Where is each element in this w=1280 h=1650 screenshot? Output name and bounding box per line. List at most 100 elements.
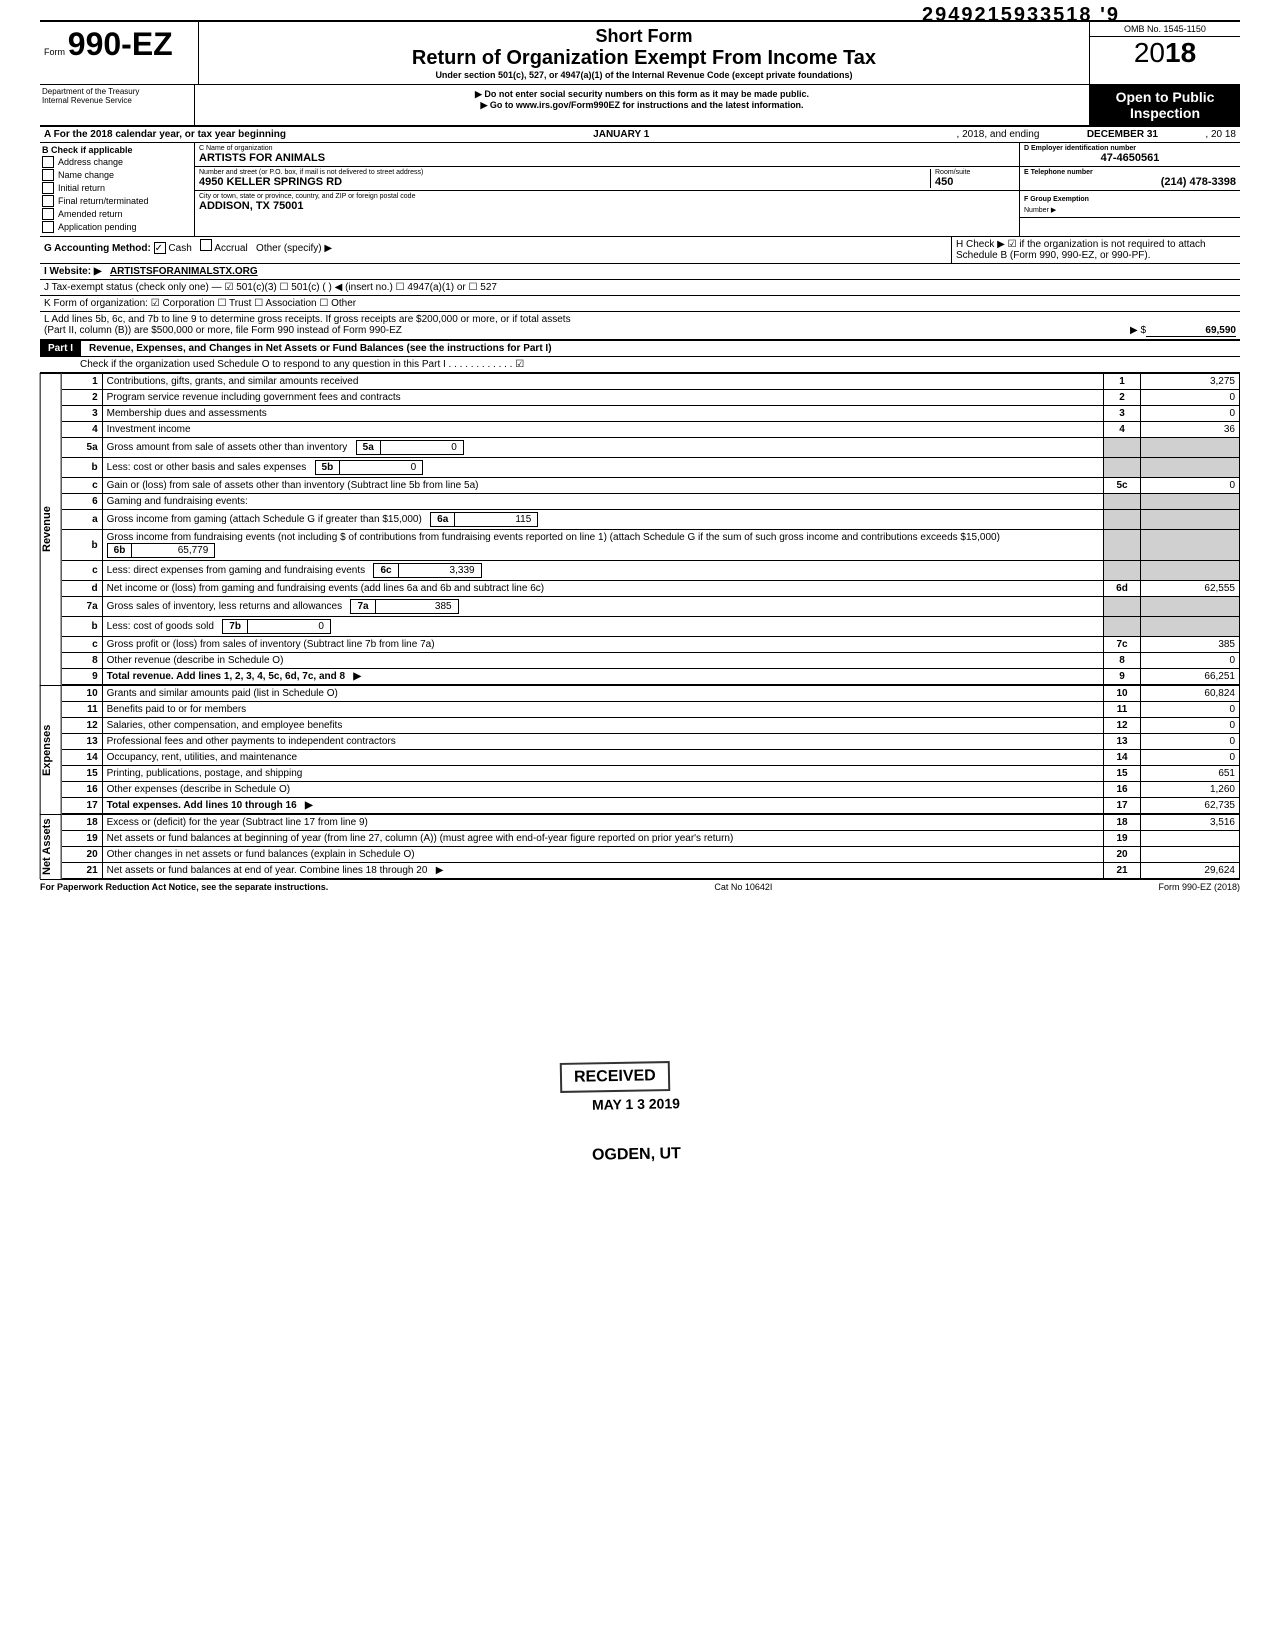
chk-address-change[interactable]: Address change xyxy=(42,156,192,168)
table-row: 13Professional fees and other payments t… xyxy=(62,734,1240,750)
chk-initial-return[interactable]: Initial return xyxy=(42,182,192,194)
line-value: 0 xyxy=(1141,653,1240,669)
line-value: 0 xyxy=(1141,406,1240,422)
netassets-table: 18Excess or (deficit) for the year (Subt… xyxy=(62,814,1240,879)
revenue-table: 1Contributions, gifts, grants, and simil… xyxy=(62,373,1240,685)
table-row: 8Other revenue (describe in Schedule O)8… xyxy=(62,653,1240,669)
line-value xyxy=(1141,847,1240,863)
part1-label: Part I xyxy=(40,341,81,356)
line-number: 13 xyxy=(62,734,103,750)
table-row: bGross income from fundraising events (n… xyxy=(62,530,1240,561)
line-description: Gross sales of inventory, less returns a… xyxy=(102,597,1103,617)
table-row: 18Excess or (deficit) for the year (Subt… xyxy=(62,815,1240,831)
line-description: Net assets or fund balances at beginning… xyxy=(102,831,1103,847)
line-value: 60,824 xyxy=(1141,686,1240,702)
col-c-org-info: C Name of organization ARTISTS FOR ANIMA… xyxy=(195,143,1020,236)
line-number: b xyxy=(62,530,103,561)
line-i: I Website: ▶ ARTISTSFORANIMALSTX.ORG xyxy=(40,264,1240,280)
line-description: Total expenses. Add lines 10 through 16 … xyxy=(102,798,1103,814)
line-value: 62,735 xyxy=(1141,798,1240,814)
line-number: 17 xyxy=(62,798,103,814)
line-value xyxy=(1141,510,1240,530)
table-row: 3Membership dues and assessments30 xyxy=(62,406,1240,422)
line-number: 5a xyxy=(62,438,103,458)
line-box: 6d xyxy=(1104,581,1141,597)
table-row: cGain or (loss) from sale of assets othe… xyxy=(62,478,1240,494)
line-number: c xyxy=(62,637,103,653)
line-number: 8 xyxy=(62,653,103,669)
line-number: b xyxy=(62,617,103,637)
section-bcde: B Check if applicable Address change Nam… xyxy=(40,143,1240,237)
line-box: 15 xyxy=(1104,766,1141,782)
line-value xyxy=(1141,561,1240,581)
line-description: Professional fees and other payments to … xyxy=(102,734,1103,750)
table-row: 19Net assets or fund balances at beginni… xyxy=(62,831,1240,847)
line-description: Grants and similar amounts paid (list in… xyxy=(102,686,1103,702)
group-exemption-field: F Group Exemption Number ▶ xyxy=(1020,191,1240,218)
chk-accrual[interactable] xyxy=(200,239,212,251)
line-value xyxy=(1141,458,1240,478)
line-box: 5c xyxy=(1104,478,1141,494)
form-prefix: Form xyxy=(44,47,65,57)
line-box xyxy=(1104,597,1141,617)
line-box: 14 xyxy=(1104,750,1141,766)
line-number: 12 xyxy=(62,718,103,734)
open-public-box: Open to Public Inspection xyxy=(1089,85,1240,125)
line-box: 16 xyxy=(1104,782,1141,798)
table-row: 17Total expenses. Add lines 10 through 1… xyxy=(62,798,1240,814)
table-row: 15Printing, publications, postage, and s… xyxy=(62,766,1240,782)
line-description: Total revenue. Add lines 1, 2, 3, 4, 5c,… xyxy=(102,669,1103,685)
line-description: Other revenue (describe in Schedule O) xyxy=(102,653,1103,669)
line-value xyxy=(1141,831,1240,847)
table-row: dNet income or (loss) from gaming and fu… xyxy=(62,581,1240,597)
chk-name-change[interactable]: Name change xyxy=(42,169,192,181)
line-value: 385 xyxy=(1141,637,1240,653)
line-description: Gross income from gaming (attach Schedul… xyxy=(102,510,1103,530)
table-row: cGross profit or (loss) from sales of in… xyxy=(62,637,1240,653)
revenue-section: Revenue 1Contributions, gifts, grants, a… xyxy=(40,373,1240,685)
line-value xyxy=(1141,530,1240,561)
table-row: 2Program service revenue including gover… xyxy=(62,390,1240,406)
line-description: Less: cost of goods sold 7b0 xyxy=(102,617,1103,637)
line-value: 29,624 xyxy=(1141,863,1240,879)
line-description: Less: direct expenses from gaming and fu… xyxy=(102,561,1103,581)
line-description: Membership dues and assessments xyxy=(102,406,1103,422)
line-number: 11 xyxy=(62,702,103,718)
chk-pending[interactable]: Application pending xyxy=(42,221,192,233)
open-public: Open to Public Inspection xyxy=(1090,85,1240,125)
page-footer: For Paperwork Reduction Act Notice, see … xyxy=(40,879,1240,892)
line-value: 0 xyxy=(1141,750,1240,766)
line-description: Printing, publications, postage, and shi… xyxy=(102,766,1103,782)
header-row: Form 990-EZ Short Form Return of Organiz… xyxy=(40,22,1240,85)
netassets-label: Net Assets xyxy=(40,814,62,879)
expenses-table: 10Grants and similar amounts paid (list … xyxy=(62,685,1240,814)
line-number: 7a xyxy=(62,597,103,617)
table-row: 10Grants and similar amounts paid (list … xyxy=(62,686,1240,702)
ein-field: D Employer identification number 47-4650… xyxy=(1020,143,1240,167)
stamp-date: MAY 1 3 2019 xyxy=(580,1091,692,1117)
table-row: 5aGross amount from sale of assets other… xyxy=(62,438,1240,458)
instructions-box: ▶ Do not enter social security numbers o… xyxy=(195,85,1089,125)
table-row: 21Net assets or fund balances at end of … xyxy=(62,863,1240,879)
line-description: Less: cost or other basis and sales expe… xyxy=(102,458,1103,478)
line-description: Gain or (loss) from sale of assets other… xyxy=(102,478,1103,494)
table-row: 14Occupancy, rent, utilities, and mainte… xyxy=(62,750,1240,766)
line-description: Contributions, gifts, grants, and simila… xyxy=(102,374,1103,390)
line-box: 10 xyxy=(1104,686,1141,702)
line-value: 0 xyxy=(1141,478,1240,494)
table-row: 16Other expenses (describe in Schedule O… xyxy=(62,782,1240,798)
line-j: J Tax-exempt status (check only one) — ☑… xyxy=(40,280,1240,296)
line-box: 18 xyxy=(1104,815,1141,831)
line-box: 8 xyxy=(1104,653,1141,669)
line-value: 66,251 xyxy=(1141,669,1240,685)
short-form-label: Short Form xyxy=(207,26,1081,47)
line-number: 18 xyxy=(62,815,103,831)
line-value: 1,260 xyxy=(1141,782,1240,798)
chk-amended[interactable]: Amended return xyxy=(42,208,192,220)
line-number: 9 xyxy=(62,669,103,685)
form-page: 2949215933518 '9 Form 990-EZ Short Form … xyxy=(40,20,1240,892)
title-box: Short Form Return of Organization Exempt… xyxy=(199,22,1089,84)
line-description: Gross profit or (loss) from sales of inv… xyxy=(102,637,1103,653)
chk-final-return[interactable]: Final return/terminated xyxy=(42,195,192,207)
chk-cash[interactable] xyxy=(154,242,166,254)
